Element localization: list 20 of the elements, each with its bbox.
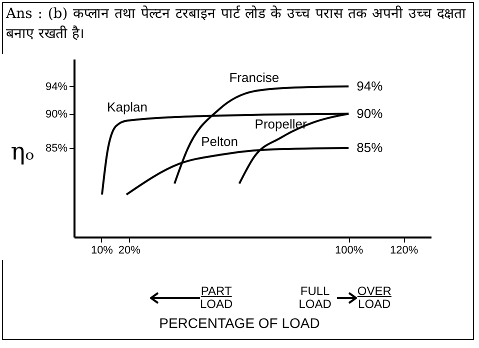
series-label: Kaplan (107, 100, 148, 115)
series-label: Francise (229, 70, 280, 86)
data-label: 85% (356, 140, 384, 155)
text: PART LOAD (200, 284, 233, 311)
x-tick-label: 10% (90, 244, 114, 256)
y-tick-label: 90% (45, 108, 68, 120)
x-tick-label: 120% (390, 244, 418, 256)
data-label: 94% (356, 78, 384, 94)
y-tick-label: 94% (45, 80, 68, 93)
x-axis-title: PERCENTAGE OF LOAD (158, 315, 321, 331)
x-tick-label: 20% (118, 244, 141, 256)
chart-title: Ans : (b) कप्लान तथा पेल्टन टरबाइन पार्ट लोड के उच्च परास तक अपनी उच्च दक्षता बनाए रखती है। (6, 4, 466, 44)
text: FULL LOAD (298, 284, 332, 311)
data-label: 90% (356, 106, 384, 121)
text: OVER LOAD (357, 284, 392, 311)
x-tick-label: 100% (335, 244, 364, 256)
y-tick-label: 85% (45, 142, 68, 154)
series-label: Pelton (201, 134, 238, 149)
series-label: Propeller (254, 116, 308, 132)
y-axis-title: ηₒ (10, 138, 34, 166)
